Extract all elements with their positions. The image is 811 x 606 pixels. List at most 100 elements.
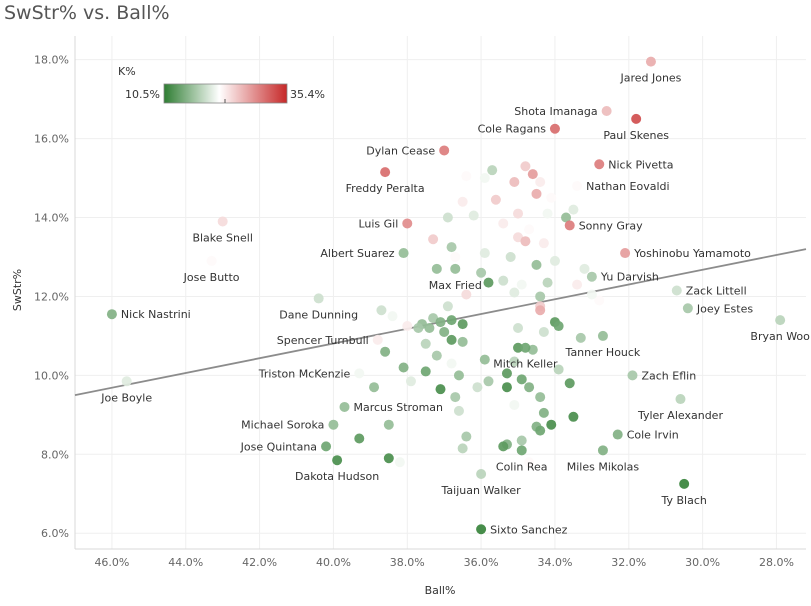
scatter-point[interactable] — [513, 208, 524, 219]
scatter-point-labeled[interactable] — [106, 309, 117, 320]
scatter-point[interactable] — [509, 356, 520, 367]
scatter-point[interactable] — [431, 263, 442, 274]
scatter-point[interactable] — [509, 177, 520, 188]
scatter-point[interactable] — [535, 425, 546, 436]
scatter-point-labeled[interactable] — [450, 263, 461, 274]
scatter-point[interactable] — [380, 346, 391, 357]
scatter-point[interactable] — [524, 224, 535, 235]
scatter-point[interactable] — [531, 259, 542, 270]
scatter-point-labeled[interactable] — [439, 145, 450, 156]
scatter-point[interactable] — [354, 433, 365, 444]
scatter-point[interactable] — [428, 234, 439, 245]
scatter-point[interactable] — [483, 376, 494, 387]
scatter-point-labeled[interactable] — [206, 255, 217, 266]
scatter-point[interactable] — [383, 419, 394, 430]
scatter-point[interactable] — [483, 277, 494, 288]
scatter-point[interactable] — [431, 350, 442, 361]
scatter-point[interactable] — [402, 321, 413, 332]
scatter-point-labeled[interactable] — [564, 220, 575, 231]
scatter-point[interactable] — [542, 277, 553, 288]
scatter-point[interactable] — [446, 242, 457, 253]
scatter-point[interactable] — [369, 382, 380, 393]
scatter-point[interactable] — [450, 251, 461, 262]
scatter-point[interactable] — [513, 323, 524, 334]
scatter-point[interactable] — [472, 382, 483, 393]
scatter-point[interactable] — [398, 362, 409, 373]
scatter-point[interactable] — [461, 431, 472, 442]
scatter-point[interactable] — [586, 289, 597, 300]
scatter-point[interactable] — [538, 238, 549, 249]
scatter-point[interactable] — [453, 370, 464, 381]
scatter-point[interactable] — [516, 435, 527, 446]
scatter-point-labeled[interactable] — [339, 401, 350, 412]
scatter-point-labeled[interactable] — [372, 334, 383, 345]
scatter-point[interactable] — [535, 305, 546, 316]
scatter-point-labeled[interactable] — [775, 315, 786, 326]
scatter-point[interactable] — [538, 326, 549, 337]
scatter-point[interactable] — [479, 173, 490, 184]
scatter-point[interactable] — [446, 358, 457, 369]
scatter-point-labeled[interactable] — [354, 368, 365, 379]
scatter-point[interactable] — [387, 311, 398, 322]
scatter-point[interactable] — [383, 453, 394, 464]
scatter-point[interactable] — [549, 255, 560, 266]
scatter-point-labeled[interactable] — [612, 429, 623, 440]
scatter-point[interactable] — [457, 336, 468, 347]
scatter-point-labeled[interactable] — [217, 216, 228, 227]
scatter-point[interactable] — [501, 382, 512, 393]
scatter-point-labeled[interactable] — [627, 370, 638, 381]
scatter-point[interactable] — [501, 368, 512, 379]
scatter-point[interactable] — [505, 251, 516, 262]
scatter-point[interactable] — [527, 169, 538, 180]
scatter-point[interactable] — [457, 443, 468, 454]
scatter-point-labeled[interactable] — [328, 419, 339, 430]
scatter-point[interactable] — [531, 188, 542, 199]
scatter-point[interactable] — [524, 457, 535, 468]
scatter-point[interactable] — [476, 267, 487, 278]
scatter-point-labeled[interactable] — [520, 342, 531, 353]
scatter-point[interactable] — [453, 405, 464, 416]
scatter-point[interactable] — [546, 419, 557, 430]
scatter-point[interactable] — [405, 376, 416, 387]
scatter-point[interactable] — [538, 407, 549, 418]
scatter-point[interactable] — [479, 248, 490, 259]
scatter-point-labeled[interactable] — [679, 478, 690, 489]
scatter-point[interactable] — [535, 291, 546, 302]
scatter-point[interactable] — [520, 161, 531, 172]
scatter-point[interactable] — [461, 171, 472, 182]
scatter-point-labeled[interactable] — [402, 218, 413, 229]
scatter-point[interactable] — [579, 263, 590, 274]
scatter-point-labeled[interactable] — [597, 330, 608, 341]
scatter-point[interactable] — [490, 194, 501, 205]
scatter-point-labeled[interactable] — [398, 248, 409, 259]
scatter-point-labeled[interactable] — [572, 180, 583, 191]
scatter-point-labeled[interactable] — [321, 441, 332, 452]
scatter-point[interactable] — [487, 165, 498, 176]
scatter-point-labeled[interactable] — [380, 167, 391, 178]
scatter-point[interactable] — [479, 354, 490, 365]
scatter-point[interactable] — [435, 384, 446, 395]
scatter-point[interactable] — [457, 196, 468, 207]
scatter-point[interactable] — [498, 218, 509, 229]
scatter-point[interactable] — [524, 382, 535, 393]
scatter-point[interactable] — [509, 399, 520, 410]
scatter-point[interactable] — [553, 321, 564, 332]
scatter-point[interactable] — [546, 192, 557, 203]
scatter-point[interactable] — [435, 317, 446, 328]
scatter-point[interactable] — [509, 287, 520, 298]
scatter-point-labeled[interactable] — [121, 376, 132, 387]
scatter-point[interactable] — [420, 366, 431, 377]
scatter-point-labeled[interactable] — [476, 524, 487, 535]
scatter-point[interactable] — [428, 313, 439, 324]
scatter-point[interactable] — [513, 342, 524, 353]
scatter-point[interactable] — [564, 378, 575, 389]
scatter-point[interactable] — [561, 212, 572, 223]
scatter-point[interactable] — [468, 210, 479, 221]
scatter-point-labeled[interactable] — [631, 113, 642, 124]
scatter-point[interactable] — [535, 392, 546, 403]
scatter-point-labeled[interactable] — [597, 445, 608, 456]
scatter-point[interactable] — [594, 295, 605, 306]
scatter-point[interactable] — [498, 275, 509, 286]
scatter-point-labeled[interactable] — [594, 159, 605, 170]
scatter-point[interactable] — [568, 204, 579, 215]
